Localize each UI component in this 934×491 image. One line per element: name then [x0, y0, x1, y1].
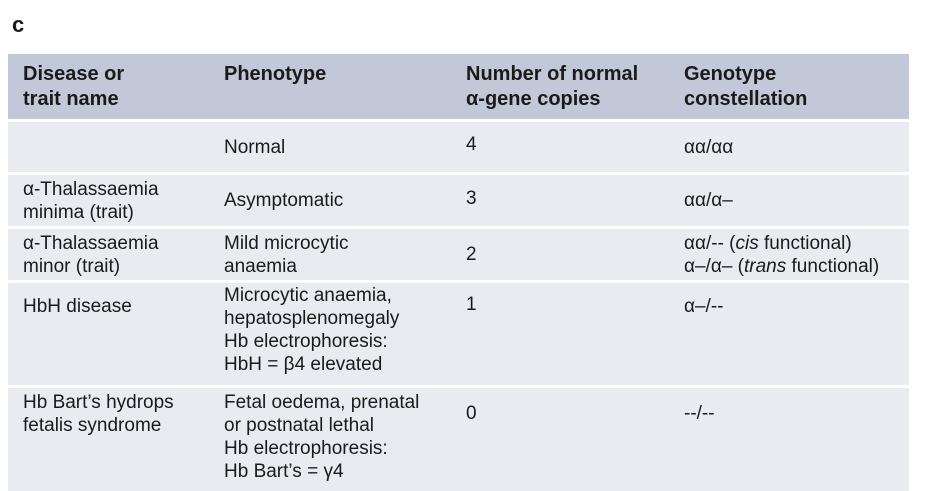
- cell-phenotype: Microcytic anaemia, hepatosplenomegaly H…: [224, 283, 464, 385]
- phenotype-line: Hb Bart’s = γ4: [224, 461, 344, 482]
- table-row: Normal 4 αα/αα: [8, 122, 909, 175]
- header-copies-line-2: α-gene copies: [466, 88, 601, 110]
- disease-line: α-Thalassaemia: [23, 178, 159, 200]
- genotype-post: functional): [786, 255, 880, 277]
- header-phenotype: Phenotype: [224, 54, 464, 119]
- cell-disease: Hb Bart’s hydrops fetalis syndrome: [23, 388, 223, 491]
- phenotype-line: hepatosplenomegaly: [224, 308, 400, 329]
- table-row: HbH disease Microcytic anaemia, hepatosp…: [8, 283, 909, 388]
- phenotype-line: Hb electrophoresis:: [224, 331, 388, 352]
- header-genotype-line-1: Genotype: [684, 63, 777, 85]
- phenotype-line: Normal: [224, 136, 286, 158]
- header-genotype-line-2: constellation: [684, 88, 808, 110]
- cell-phenotype: Fetal oedema, prenatal or postnatal leth…: [224, 388, 464, 491]
- header-disease-line-2: trait name: [23, 88, 119, 110]
- header-copies: Number of normal α-gene copies: [466, 54, 680, 119]
- disease-line: Hb Bart’s hydrops: [23, 392, 174, 413]
- copies-value: 3: [466, 188, 477, 209]
- genotype-table: Disease or trait name Phenotype Number o…: [8, 54, 909, 491]
- genotype-emphasis: trans: [744, 255, 787, 277]
- cell-genotype: --/--: [684, 388, 909, 491]
- cell-genotype: α–/--: [684, 283, 909, 385]
- header-disease: Disease or trait name: [23, 54, 223, 119]
- phenotype-line: Hb electrophoresis:: [224, 438, 388, 459]
- cell-disease: α-Thalassaemia minor (trait): [23, 229, 223, 280]
- cell-copies: 4: [466, 122, 680, 172]
- cell-phenotype: Normal: [224, 122, 464, 172]
- disease-line: minor (trait): [23, 255, 121, 277]
- phenotype-line: Mild microcytic: [224, 232, 349, 254]
- table-row: α-Thalassaemia minima (trait) Asymptomat…: [8, 175, 909, 229]
- cell-genotype: αα/α–: [684, 175, 909, 226]
- copies-value: 2: [466, 244, 477, 265]
- disease-line: minima (trait): [23, 201, 134, 223]
- copies-value: 1: [466, 294, 477, 315]
- header-genotype: Genotype constellation: [684, 54, 909, 119]
- copies-value: 0: [466, 403, 477, 424]
- table-header-row: Disease or trait name Phenotype Number o…: [8, 54, 909, 122]
- cell-phenotype: Mild microcytic anaemia: [224, 229, 464, 280]
- cell-phenotype: Asymptomatic: [224, 175, 464, 226]
- cell-genotype: αα/αα: [684, 122, 909, 172]
- disease-line: fetalis syndrome: [23, 415, 162, 436]
- table-row: α-Thalassaemia minor (trait) Mild microc…: [8, 229, 909, 283]
- cell-copies: 0: [466, 388, 680, 491]
- genotype-post: functional): [758, 232, 852, 254]
- phenotype-line: Asymptomatic: [224, 190, 344, 211]
- disease-line: α-Thalassaemia: [23, 232, 159, 254]
- cell-copies: 1: [466, 283, 680, 385]
- genotype-line: α–/--: [684, 296, 724, 317]
- header-phenotype-line-1: Phenotype: [224, 63, 327, 85]
- cell-copies: 2: [466, 229, 680, 280]
- copies-value: 4: [466, 133, 477, 155]
- panel-label: c: [12, 12, 25, 37]
- cell-disease: HbH disease: [23, 283, 223, 385]
- table-row: Hb Bart’s hydrops fetalis syndrome Fetal…: [8, 388, 909, 491]
- genotype-emphasis: cis: [735, 232, 759, 254]
- genotype-pre: α–/α– (: [684, 255, 744, 277]
- cell-genotype: αα/-- (cis functional) α–/α– (trans func…: [684, 229, 909, 280]
- genotype-pre: αα/-- (: [684, 232, 736, 254]
- phenotype-line: HbH = β4 elevated: [224, 354, 383, 375]
- genotype-line: αα/α–: [684, 190, 733, 211]
- header-copies-line-1: Number of normal: [466, 63, 639, 85]
- phenotype-line: anaemia: [224, 255, 297, 277]
- genotype-line: αα/-- (cis functional): [684, 232, 909, 255]
- header-disease-line-1: Disease or: [23, 63, 125, 85]
- phenotype-line: or postnatal lethal: [224, 415, 374, 436]
- genotype-line: --/--: [684, 403, 715, 424]
- phenotype-line: Fetal oedema, prenatal: [224, 392, 420, 413]
- cell-copies: 3: [466, 175, 680, 226]
- disease-line: HbH disease: [23, 296, 132, 317]
- genotype-line: αα/αα: [684, 136, 734, 158]
- cell-disease: α-Thalassaemia minima (trait): [23, 175, 223, 226]
- phenotype-line: Microcytic anaemia,: [224, 285, 392, 306]
- genotype-line: α–/α– (trans functional): [684, 255, 909, 278]
- cell-disease: [23, 122, 223, 172]
